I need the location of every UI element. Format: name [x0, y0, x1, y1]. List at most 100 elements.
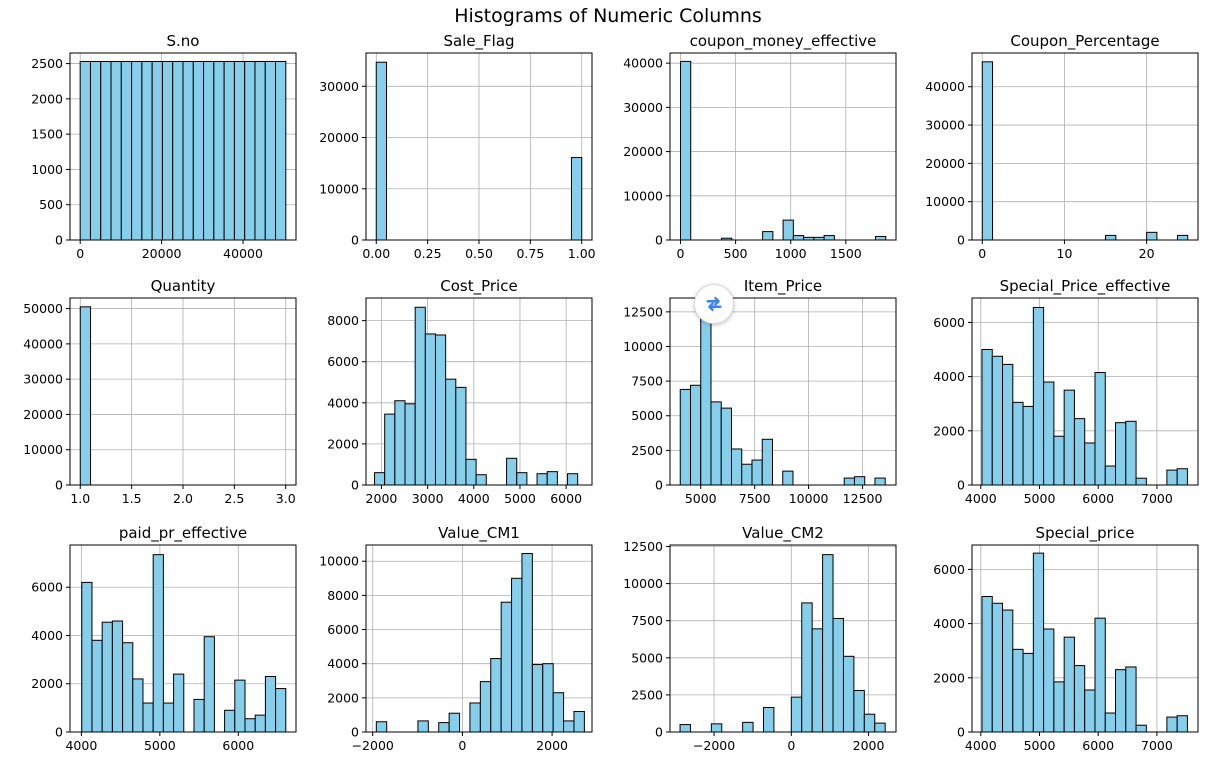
histogram-bar — [689, 384, 702, 486]
y-tick-label: 20000 — [623, 144, 663, 159]
axes-frame — [669, 52, 897, 241]
histogram-bar — [710, 401, 722, 486]
x-tick-label: 7000 — [1141, 738, 1173, 753]
histogram-panels: S.no0 20000 4000005001000150020002500Sale_… — [23, 32, 1199, 753]
y-tick-label: 6000 — [327, 354, 359, 369]
x-tick-label: 0 — [76, 246, 84, 261]
histogram-bar — [679, 388, 691, 486]
x-tick-label: 5000 — [1024, 491, 1056, 506]
histogram-bar — [448, 712, 461, 733]
y-tick-label: 2000 — [933, 670, 965, 685]
histogram-bar — [233, 60, 246, 241]
histogram-bar — [720, 407, 732, 486]
histogram-bar — [991, 355, 1004, 486]
x-tick-label: 7500 — [739, 491, 771, 506]
y-tick-label: 8000 — [327, 588, 359, 603]
y-tick-label: 10000 — [623, 339, 663, 354]
histogram-bar — [570, 157, 583, 241]
panel-title: Quantity — [151, 277, 216, 295]
y-tick-label: 8000 — [327, 313, 359, 328]
y-tick-label: 10000 — [623, 188, 663, 203]
histogram-bar — [874, 722, 886, 733]
histogram-bar — [832, 617, 844, 733]
y-tick-label: 4000 — [327, 395, 359, 410]
histogram-bar — [203, 636, 215, 733]
histogram-bar — [101, 621, 113, 733]
axes-frame — [971, 544, 1199, 733]
histogram-bar — [1063, 636, 1075, 733]
y-tick-label: 0 — [351, 478, 359, 493]
y-tick-label: 40000 — [23, 336, 63, 351]
panel-title: Sale_Flag — [443, 32, 514, 51]
histogram-bar — [546, 471, 558, 486]
panel-title: Value_CM2 — [742, 524, 824, 543]
x-tick-label: 3000 — [412, 491, 444, 506]
histogram-bar — [1146, 231, 1158, 241]
histogram-bar — [516, 472, 528, 486]
histogram-bar — [1012, 648, 1024, 733]
histogram-bar — [224, 709, 236, 733]
histogram-bar — [700, 305, 712, 486]
x-tick-label: 5000 — [144, 738, 176, 753]
histogram-panel: Item_Price 5000 7500 10000 12500 0 2500 5000 750… — [623, 277, 897, 506]
histogram-bar — [1053, 435, 1065, 486]
histogram-bar — [761, 438, 773, 486]
histogram-bar — [842, 655, 855, 733]
y-tick-label: 0 — [957, 233, 965, 248]
axes-frame — [69, 52, 297, 241]
histogram-bar — [173, 673, 185, 733]
histogram-bar — [182, 60, 194, 241]
histogram-bar — [479, 681, 492, 733]
y-tick-label: 2500 — [31, 56, 63, 71]
histogram-bar — [1002, 609, 1014, 733]
histogram-bar — [254, 60, 266, 241]
x-tick-label: 20 — [1139, 246, 1155, 261]
reload-button[interactable] — [694, 284, 734, 324]
histogram-bar — [506, 457, 518, 486]
y-tick-label: 5000 — [631, 408, 663, 423]
histogram-bar — [434, 334, 447, 486]
y-tick-label: 2000 — [327, 436, 359, 451]
histogram-bar — [1063, 389, 1075, 486]
histogram-bar — [1073, 665, 1086, 733]
histogram-bar — [79, 306, 92, 486]
histogram-bar — [223, 60, 235, 241]
histogram-bar — [792, 235, 805, 241]
histogram-bar — [991, 602, 1004, 733]
histogram-bar — [384, 413, 396, 486]
histogram-panel: Coupon_Percentage 0 10 20 0 10000 20000 30000 40… — [925, 32, 1199, 261]
y-tick-label: 2000 — [933, 423, 965, 438]
histogram-panel: Sale_Flag 0.00 0.25 0.50 0.75 1.00 0 10000 20000… — [319, 32, 595, 261]
histogram-bar — [1104, 712, 1117, 733]
histogram-bar — [1032, 306, 1045, 486]
y-tick-label: 5000 — [631, 650, 663, 665]
histogram-bar — [244, 718, 256, 733]
y-tick-label: 20000 — [925, 156, 965, 171]
y-tick-label: 10000 — [925, 194, 965, 209]
x-tick-label: 20000 — [142, 246, 182, 261]
axes-frame — [669, 544, 897, 733]
y-tick-label: 1000 — [31, 162, 63, 177]
y-tick-label: 0 — [957, 478, 965, 493]
x-tick-label: 6000 — [222, 738, 254, 753]
y-tick-label: 7500 — [631, 613, 663, 628]
histogram-bar — [679, 60, 692, 241]
histogram-bar — [91, 639, 103, 733]
y-tick-label: 2500 — [631, 443, 663, 458]
histogram-bar — [552, 692, 565, 733]
histogram-bar — [455, 386, 467, 486]
histogram-bar — [1084, 442, 1096, 486]
y-tick-label: 6000 — [31, 580, 63, 595]
x-tick-label: 0.25 — [414, 246, 442, 261]
histogram-bar — [1105, 234, 1117, 241]
histogram-bar — [151, 60, 163, 241]
histogram-bar — [81, 581, 93, 733]
axes-frame — [971, 52, 1199, 241]
histogram-bar — [563, 720, 575, 733]
histogram-bar — [823, 235, 835, 241]
histogram-bar — [874, 235, 887, 241]
histogram-bar — [531, 664, 544, 733]
histogram-bar — [234, 679, 246, 733]
panel-title: Value_CM1 — [438, 524, 520, 543]
x-tick-label: 2.0 — [173, 491, 193, 506]
